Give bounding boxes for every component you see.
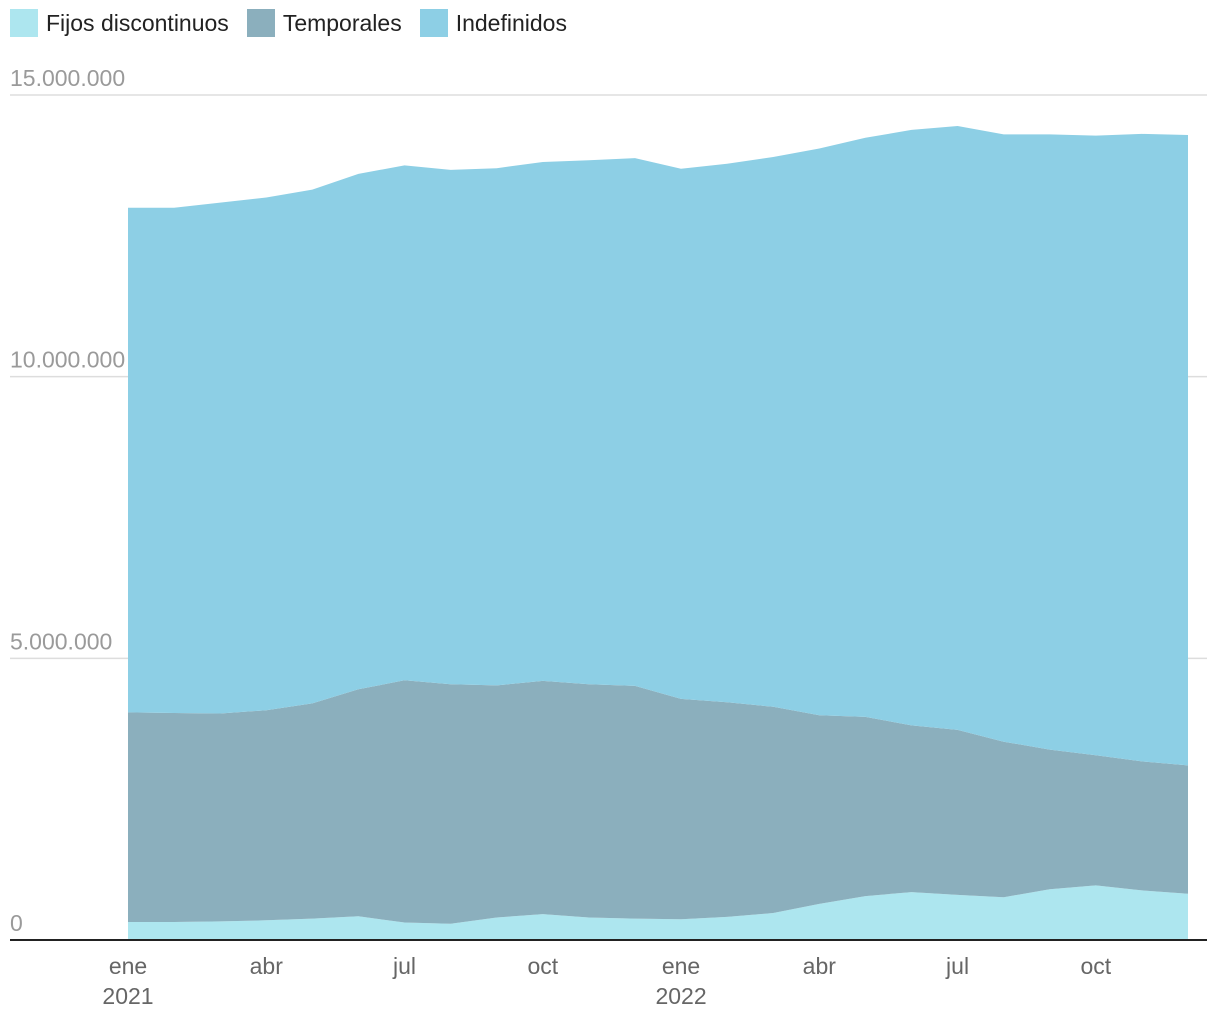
area-fijos-discontinuos: [128, 885, 1188, 940]
chart-legend: Fijos discontinuos Temporales Indefinido…: [10, 9, 567, 37]
y-tick-label-0: 0: [10, 910, 23, 936]
legend-swatch-indefinidos: [419, 9, 448, 37]
legend-swatch-temporales: [246, 9, 275, 37]
x-tick-label-4: ene: [662, 953, 700, 979]
y-tick-label-2: 10.000.000: [10, 347, 125, 373]
legend-swatch-fijos-discontinuos: [10, 9, 38, 37]
legend-label-temporales: Temporales: [282, 9, 402, 36]
x-tick-label-2: jul: [392, 953, 416, 979]
x-tick-label-0: ene: [109, 953, 147, 979]
area-temporales: [128, 680, 1188, 924]
x-tick-label-5: abr: [803, 953, 837, 979]
legend-item-temporales: Temporales: [246, 9, 402, 37]
x-tick-year-label-4: 2022: [655, 983, 706, 1009]
legend-label-fijos-discontinuos: Fijos discontinuos: [46, 9, 229, 36]
x-tick-label-6: jul: [945, 953, 969, 979]
x-tick-label-3: oct: [527, 953, 558, 979]
area-indefinidos: [128, 126, 1188, 766]
x-tick-year-label-0: 2021: [102, 983, 153, 1009]
legend-label-indefinidos: Indefinidos: [455, 9, 567, 36]
x-tick-label-7: oct: [1080, 953, 1111, 979]
legend-item-fijos-discontinuos: Fijos discontinuos: [10, 9, 229, 37]
y-tick-label-3: 15.000.000: [10, 65, 125, 91]
x-tick-label-1: abr: [250, 953, 284, 979]
y-tick-label-1: 5.000.000: [10, 628, 112, 654]
legend-item-indefinidos: Indefinidos: [419, 9, 567, 37]
